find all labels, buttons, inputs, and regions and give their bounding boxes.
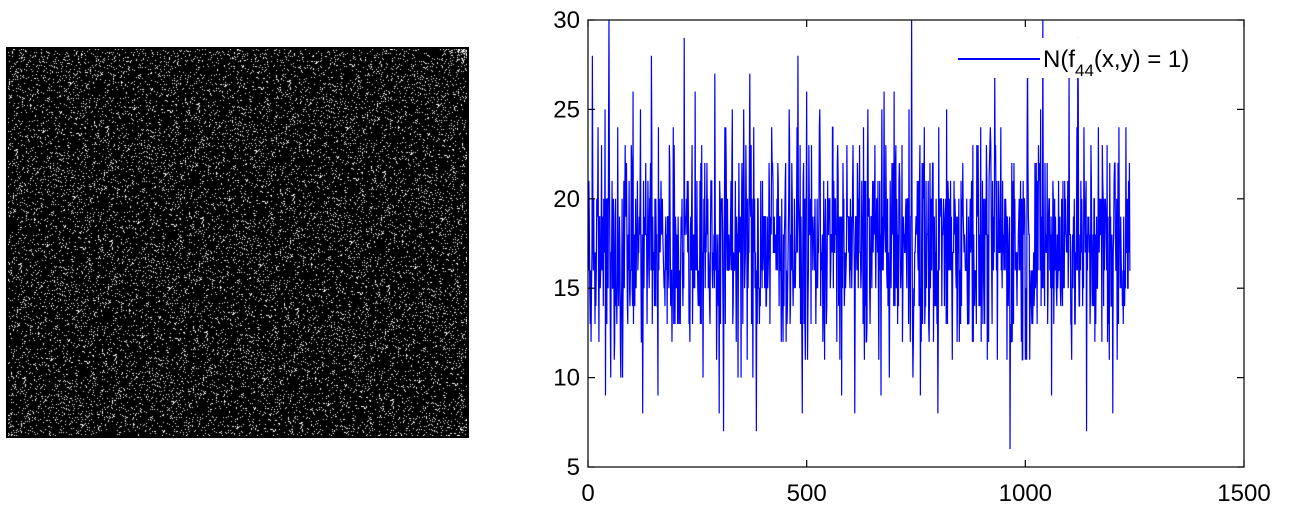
y-tick-label: 30 <box>553 7 580 34</box>
y-tick-label: 5 <box>567 454 580 481</box>
legend-label: N(f44(x,y) = 1) <box>1043 46 1189 80</box>
y-tick-label: 20 <box>553 186 580 213</box>
axes-frame <box>587 19 1245 468</box>
x-tick-label: 1500 <box>1217 480 1270 507</box>
binary-texture-image <box>6 47 469 438</box>
texture-canvas <box>8 49 467 436</box>
axes: 0 500 1000 1500 5 10 15 20 25 30 <box>553 7 1270 507</box>
x-tick-label: 0 <box>581 480 594 507</box>
series-line <box>587 19 1131 450</box>
legend: N(f44(x,y) = 1) <box>952 38 1237 80</box>
x-tick-label: 1000 <box>999 480 1052 507</box>
plot-area <box>587 19 1131 450</box>
y-tick-label: 10 <box>553 365 580 392</box>
y-tick-label: 15 <box>553 275 580 302</box>
x-tick-label: 500 <box>787 480 827 507</box>
y-tick-label: 25 <box>553 96 580 123</box>
